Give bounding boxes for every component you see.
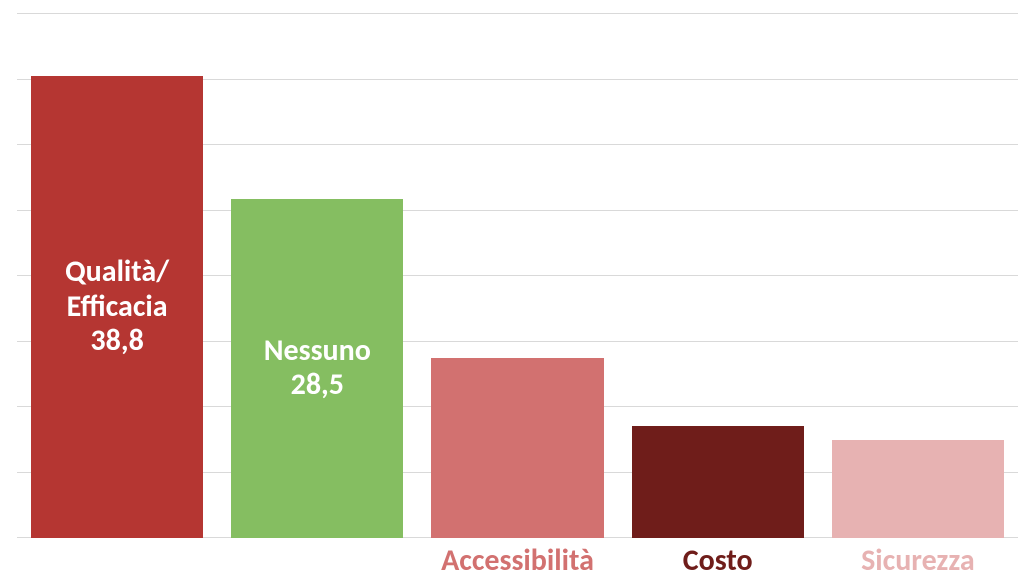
bar-label: Sicurezza 8,2	[861, 538, 975, 570]
bar-slot: Nessuno 28,5	[217, 14, 417, 538]
bar-slot: Accessibilità 15,1	[417, 14, 617, 538]
bar-label: Qualità/ Efficacia 38,8	[59, 255, 175, 359]
bar-chart: Qualità/ Efficacia 38,8 Nessuno 28,5 Acces…	[0, 0, 1024, 570]
bar: Nessuno 28,5	[231, 199, 403, 538]
bar: Qualità/ Efficacia 38,8	[31, 76, 203, 538]
bar: Sicurezza 8,2	[832, 440, 1004, 538]
bar-slot: Costo 9,4	[618, 14, 818, 538]
bar: Costo 9,4	[632, 426, 804, 538]
bars-container: Qualità/ Efficacia 38,8 Nessuno 28,5 Acces…	[17, 14, 1018, 538]
bar-slot: Sicurezza 8,2	[818, 14, 1018, 538]
bar: Accessibilità 15,1	[431, 358, 603, 538]
bar-label: Costo 9,4	[683, 538, 753, 570]
plot-area: Qualità/ Efficacia 38,8 Nessuno 28,5 Acces…	[17, 14, 1018, 538]
bar-label: Accessibilità 15,1	[441, 538, 594, 570]
bar-label: Nessuno 28,5	[258, 334, 377, 403]
bar-slot: Qualità/ Efficacia 38,8	[17, 14, 217, 538]
